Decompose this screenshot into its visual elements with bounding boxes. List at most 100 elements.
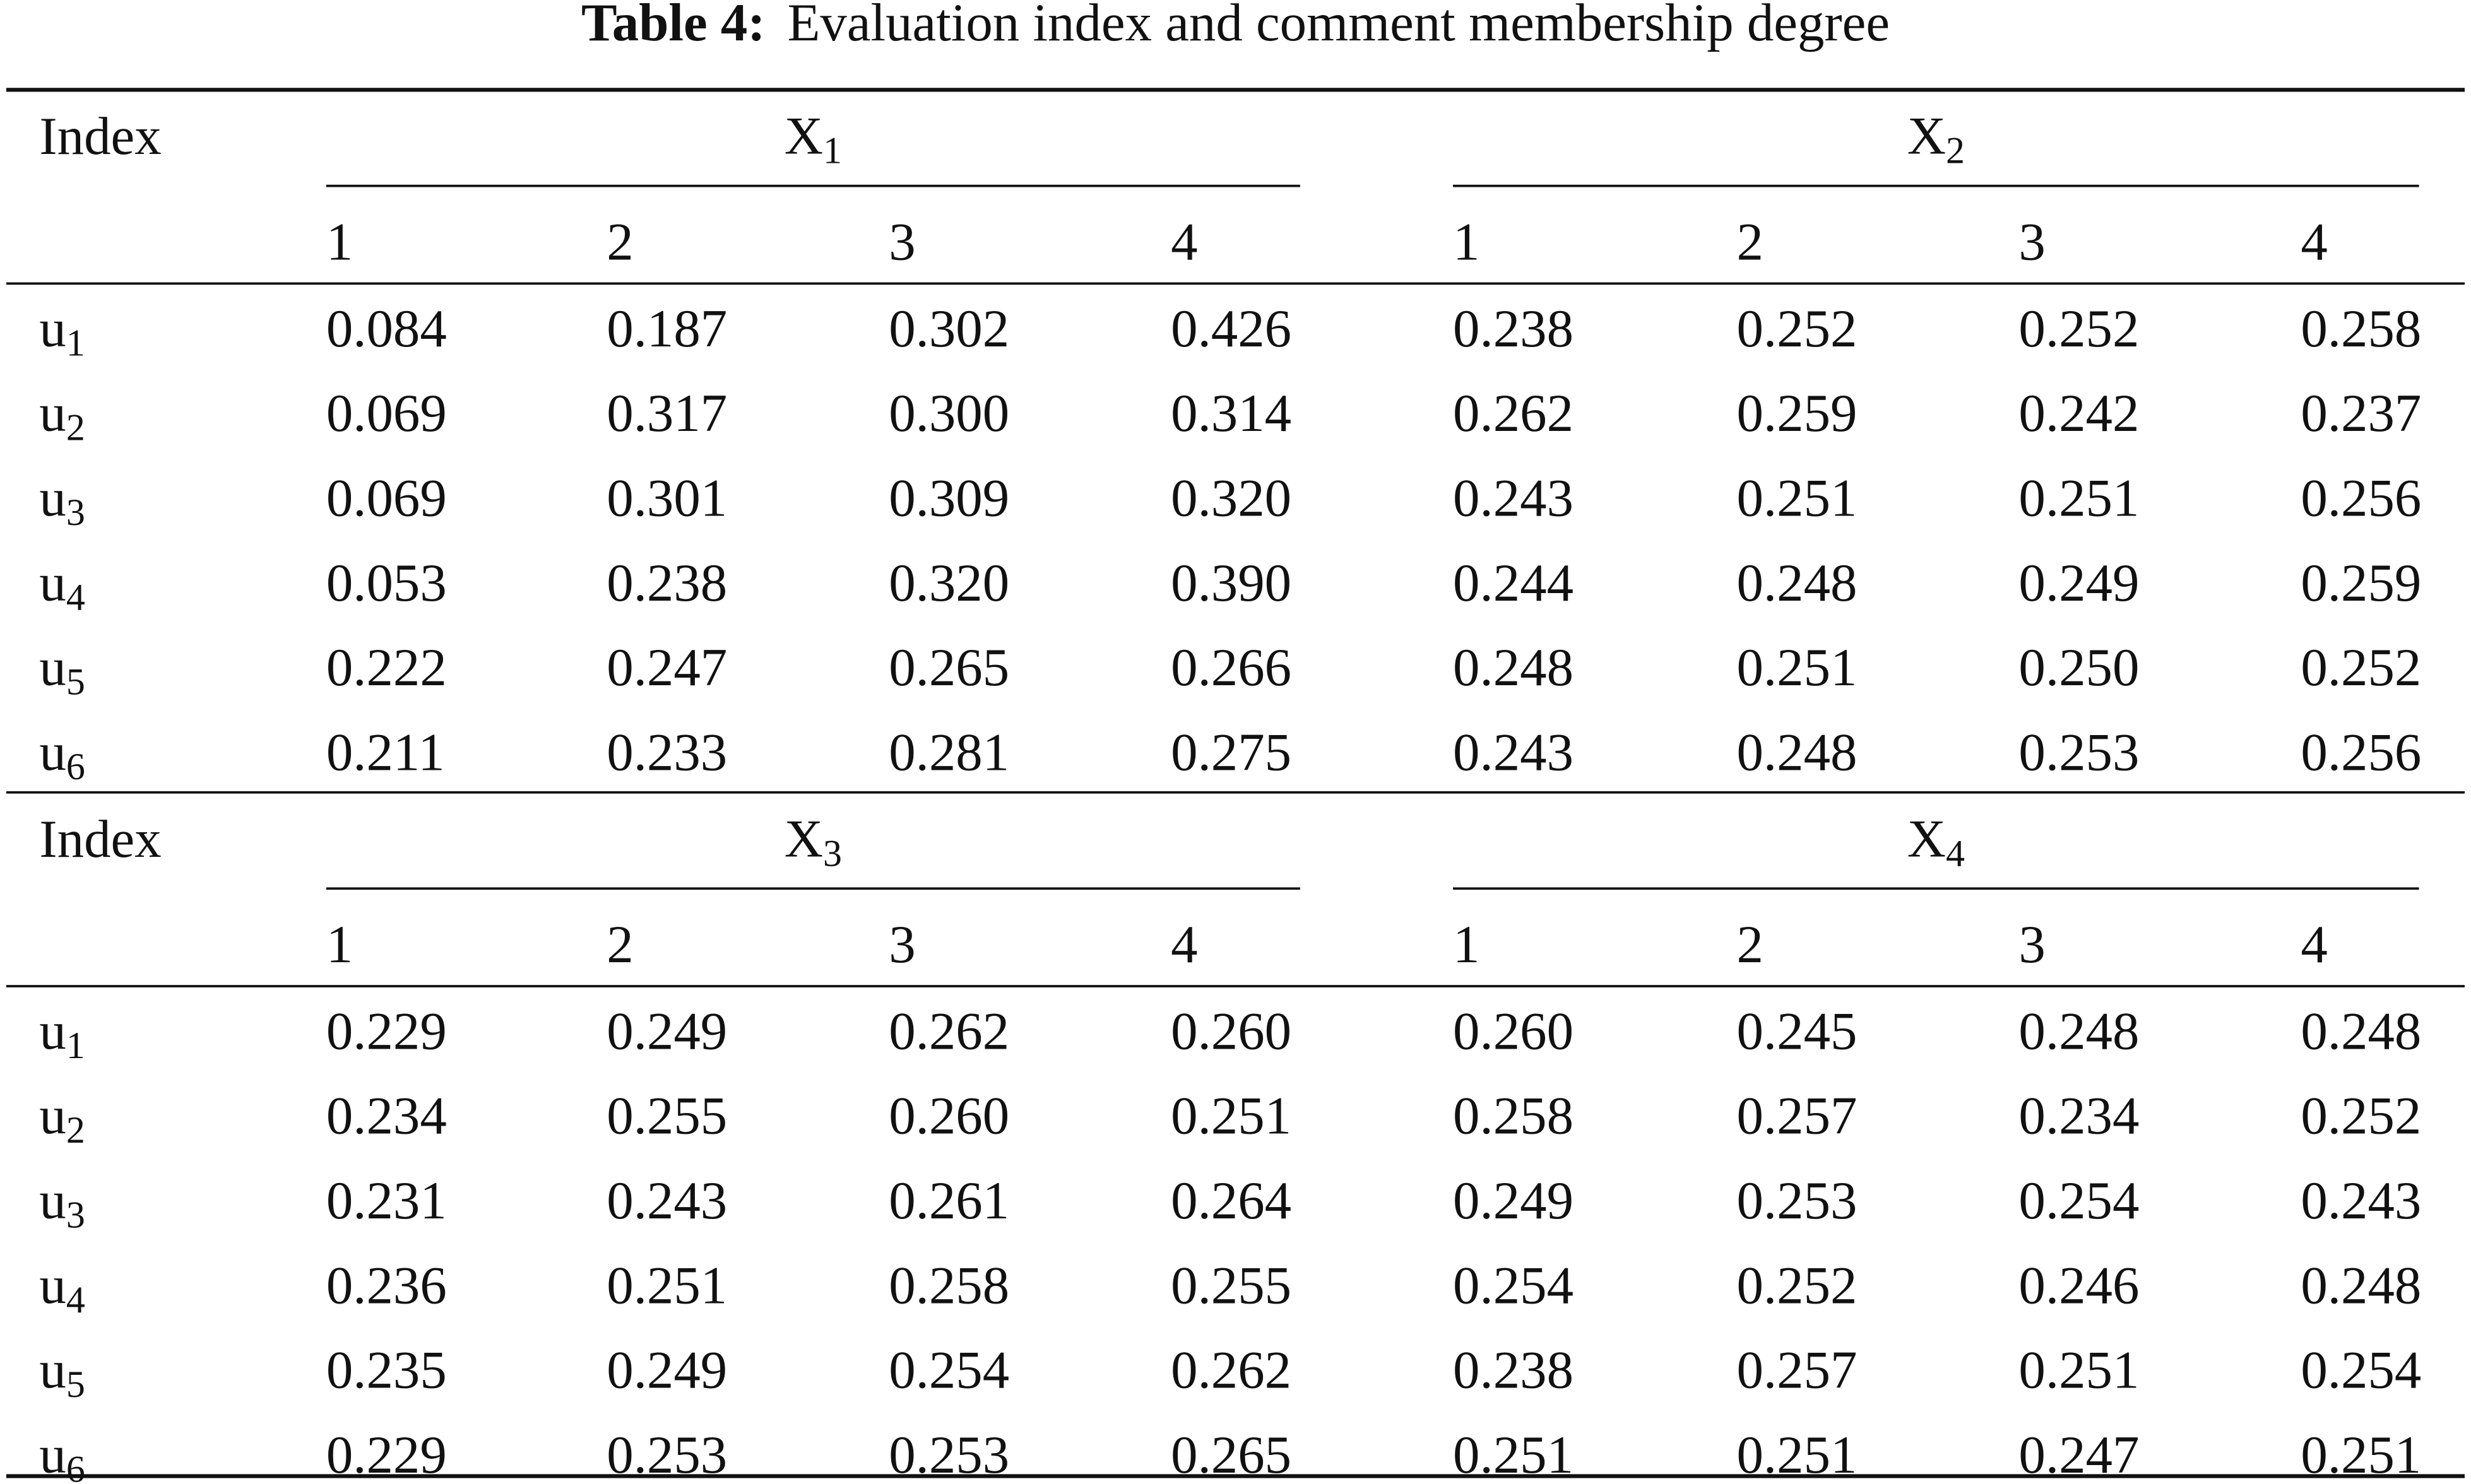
row-label: u5 <box>39 638 85 702</box>
cell: 0.254 <box>2018 1171 2139 1230</box>
column-header: 1 <box>326 212 353 271</box>
cell: 0.084 <box>326 299 447 358</box>
cell: 0.256 <box>2301 468 2421 527</box>
column-header: 3 <box>889 212 915 271</box>
cell: 0.053 <box>326 553 447 613</box>
row-label: u4 <box>39 1256 85 1320</box>
cell: 0.257 <box>1736 1086 1857 1146</box>
cell: 0.251 <box>1736 638 1857 697</box>
cell: 0.248 <box>2301 1256 2421 1315</box>
cell: 0.255 <box>1171 1256 1291 1315</box>
cell: 0.234 <box>2018 1086 2139 1146</box>
cell: 0.238 <box>1453 299 1573 358</box>
cell: 0.254 <box>1453 1256 1573 1315</box>
cell: 0.238 <box>1453 1341 1573 1400</box>
row-label-sub: 4 <box>66 576 85 618</box>
column-header: 2 <box>1736 212 1763 271</box>
group-header: X4 <box>1907 810 1965 874</box>
cell: 0.251 <box>2018 1341 2139 1400</box>
cell: 0.390 <box>1171 553 1291 613</box>
cell: 0.262 <box>1171 1341 1291 1400</box>
row-label: u3 <box>39 468 85 533</box>
cell: 0.242 <box>2018 384 2139 443</box>
cell: 0.320 <box>1171 468 1291 527</box>
row-label-sub: 4 <box>66 1279 85 1321</box>
column-header: 3 <box>2018 212 2045 271</box>
row-label-base: u <box>39 468 66 527</box>
row-label: u4 <box>39 553 85 618</box>
column-header: 4 <box>2301 915 2327 974</box>
cell: 0.258 <box>889 1256 1009 1315</box>
cell: 0.258 <box>1453 1086 1573 1146</box>
cell: 0.252 <box>1736 299 1857 358</box>
group-header: X2 <box>1907 107 1965 171</box>
row-label-sub: 2 <box>66 1109 85 1151</box>
row-label-base: u <box>39 384 66 443</box>
row-label-sub: 2 <box>66 406 85 448</box>
cell: 0.237 <box>2301 384 2421 443</box>
cell: 0.251 <box>2018 468 2139 527</box>
cell: 0.301 <box>607 468 727 527</box>
column-header: 2 <box>607 212 633 271</box>
row-label-sub: 1 <box>66 1025 85 1066</box>
cell: 0.244 <box>1453 553 1573 613</box>
cell: 0.248 <box>1453 638 1573 697</box>
row-label: u3 <box>39 1171 85 1235</box>
cell: 0.234 <box>326 1086 447 1146</box>
cell: 0.069 <box>326 384 447 443</box>
cell: 0.259 <box>2301 553 2421 613</box>
cell: 0.317 <box>607 384 727 443</box>
cell: 0.238 <box>607 553 727 613</box>
index-header: Index <box>39 107 161 166</box>
cell: 0.246 <box>2018 1256 2139 1315</box>
row-label: u2 <box>39 384 85 448</box>
column-header: 1 <box>1453 212 1479 271</box>
cell: 0.211 <box>326 722 445 782</box>
group-header-sub: 3 <box>823 832 842 874</box>
group-header-sub: 2 <box>1946 129 1965 171</box>
cell: 0.251 <box>1736 468 1857 527</box>
row-label-sub: 5 <box>66 661 85 702</box>
cell: 0.302 <box>889 299 1009 358</box>
caption-text: Evaluation index and comment membership … <box>788 0 1890 52</box>
cell: 0.309 <box>889 468 1009 527</box>
cell: 0.233 <box>607 722 727 782</box>
cell: 0.266 <box>1171 638 1291 697</box>
cell: 0.249 <box>607 1341 727 1400</box>
cell: 0.243 <box>607 1171 727 1230</box>
cell: 0.320 <box>889 553 1009 613</box>
column-header: 3 <box>2018 915 2045 974</box>
cell: 0.243 <box>1453 468 1573 527</box>
cell: 0.252 <box>2301 638 2421 697</box>
cell: 0.262 <box>1453 384 1573 443</box>
row-label: u6 <box>39 722 85 787</box>
cell: 0.275 <box>1171 722 1291 782</box>
row-label-base: u <box>39 1341 66 1400</box>
caption: Table 4: Evaluation index and comment mem… <box>581 0 1890 52</box>
row-label-base: u <box>39 722 66 782</box>
cell: 0.250 <box>2018 638 2139 697</box>
cell: 0.249 <box>1453 1171 1573 1230</box>
cell: 0.245 <box>1736 1001 1857 1061</box>
cell: 0.248 <box>1736 553 1857 613</box>
cell: 0.253 <box>2018 722 2139 782</box>
cell: 0.243 <box>2301 1171 2421 1230</box>
row-label-sub: 6 <box>66 746 85 787</box>
cell: 0.248 <box>2301 1001 2421 1061</box>
cell: 0.259 <box>1736 384 1857 443</box>
row-label-sub: 3 <box>66 492 85 533</box>
group-header-sub: 4 <box>1946 832 1965 874</box>
column-header: 4 <box>1171 915 1197 974</box>
cell: 0.251 <box>607 1256 727 1315</box>
cell: 0.254 <box>2301 1341 2421 1400</box>
group-header: X3 <box>785 810 842 874</box>
cell: 0.231 <box>326 1171 447 1230</box>
column-header: 3 <box>889 915 915 974</box>
cell: 0.260 <box>1453 1001 1573 1061</box>
cell: 0.257 <box>1736 1341 1857 1400</box>
cell: 0.247 <box>607 638 727 697</box>
cell: 0.187 <box>607 299 727 358</box>
column-header: 4 <box>2301 212 2327 271</box>
